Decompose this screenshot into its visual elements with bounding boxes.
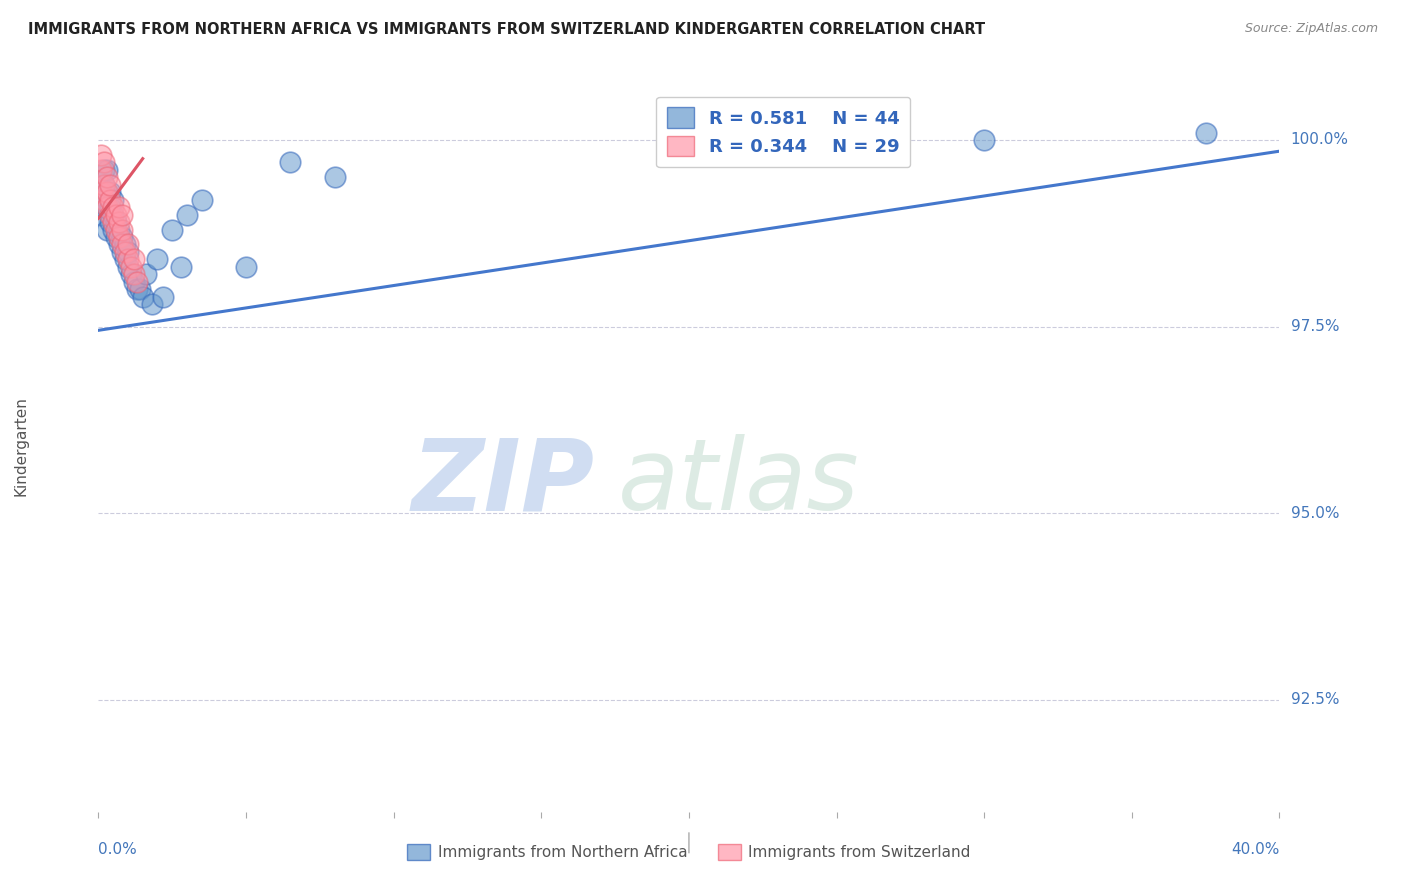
Point [1195,126,1218,140]
Point [93,193,115,207]
Point [117,237,139,252]
Point [120,268,142,282]
Point [98,193,121,207]
Point [98,208,121,222]
Point [132,290,155,304]
Point [96,186,118,200]
Point [105,215,128,229]
Point [103,215,125,229]
Point [146,252,169,267]
Point [117,260,139,274]
Point [117,244,139,259]
Point [114,244,136,259]
Point [117,252,139,267]
Text: 97.5%: 97.5% [1291,319,1339,334]
Point [737,126,759,140]
Text: IMMIGRANTS FROM NORTHERN AFRICA VS IMMIGRANTS FROM SWITZERLAND KINDERGARTEN CORR: IMMIGRANTS FROM NORTHERN AFRICA VS IMMIG… [28,22,986,37]
Text: 100.0%: 100.0% [1291,133,1348,147]
Text: 40.0%: 40.0% [1232,842,1279,857]
Point [176,208,198,222]
Point [93,162,115,177]
Point [108,215,131,229]
Point [96,200,118,214]
Point [125,282,148,296]
Point [170,260,193,274]
Point [973,133,995,147]
Point [93,200,115,214]
Point [98,200,121,214]
Point [111,222,134,236]
Point [111,237,134,252]
Point [108,222,131,236]
Point [108,237,131,252]
Point [93,178,115,192]
Point [98,186,121,200]
Point [98,178,121,192]
Text: atlas: atlas [619,434,859,531]
Point [103,193,125,207]
Point [152,290,174,304]
Text: ZIP: ZIP [412,434,595,531]
Point [122,268,145,282]
Point [108,200,131,214]
Point [141,297,163,311]
Text: Source: ZipAtlas.com: Source: ZipAtlas.com [1244,22,1378,36]
Point [103,208,125,222]
Point [90,208,112,222]
Point [96,222,118,236]
Point [135,268,157,282]
Point [162,222,183,236]
Point [90,148,112,162]
Point [103,200,125,214]
Point [105,230,128,244]
Point [96,200,118,214]
Point [105,222,128,236]
Point [191,193,214,207]
Text: 0.0%: 0.0% [98,842,138,857]
Point [96,170,118,185]
Point [96,186,118,200]
Point [90,186,112,200]
Text: 92.5%: 92.5% [1291,692,1339,707]
Point [122,275,145,289]
Point [128,282,150,296]
Point [90,186,112,200]
Point [96,162,118,177]
Point [105,208,128,222]
Point [93,178,115,192]
Point [103,222,125,236]
Point [323,170,346,185]
Point [90,162,112,177]
Text: 95.0%: 95.0% [1291,506,1339,521]
Point [98,215,121,229]
Point [235,260,257,274]
Point [108,230,131,244]
Point [93,155,115,169]
Text: Kindergarten: Kindergarten [14,396,28,496]
Point [114,252,136,267]
Point [111,244,134,259]
Legend: Immigrants from Northern Africa, Immigrants from Switzerland: Immigrants from Northern Africa, Immigra… [401,838,977,866]
Point [122,252,145,267]
Point [114,237,136,252]
Point [278,155,302,169]
Point [111,208,134,222]
Point [120,260,142,274]
Point [125,275,148,289]
Point [111,230,134,244]
